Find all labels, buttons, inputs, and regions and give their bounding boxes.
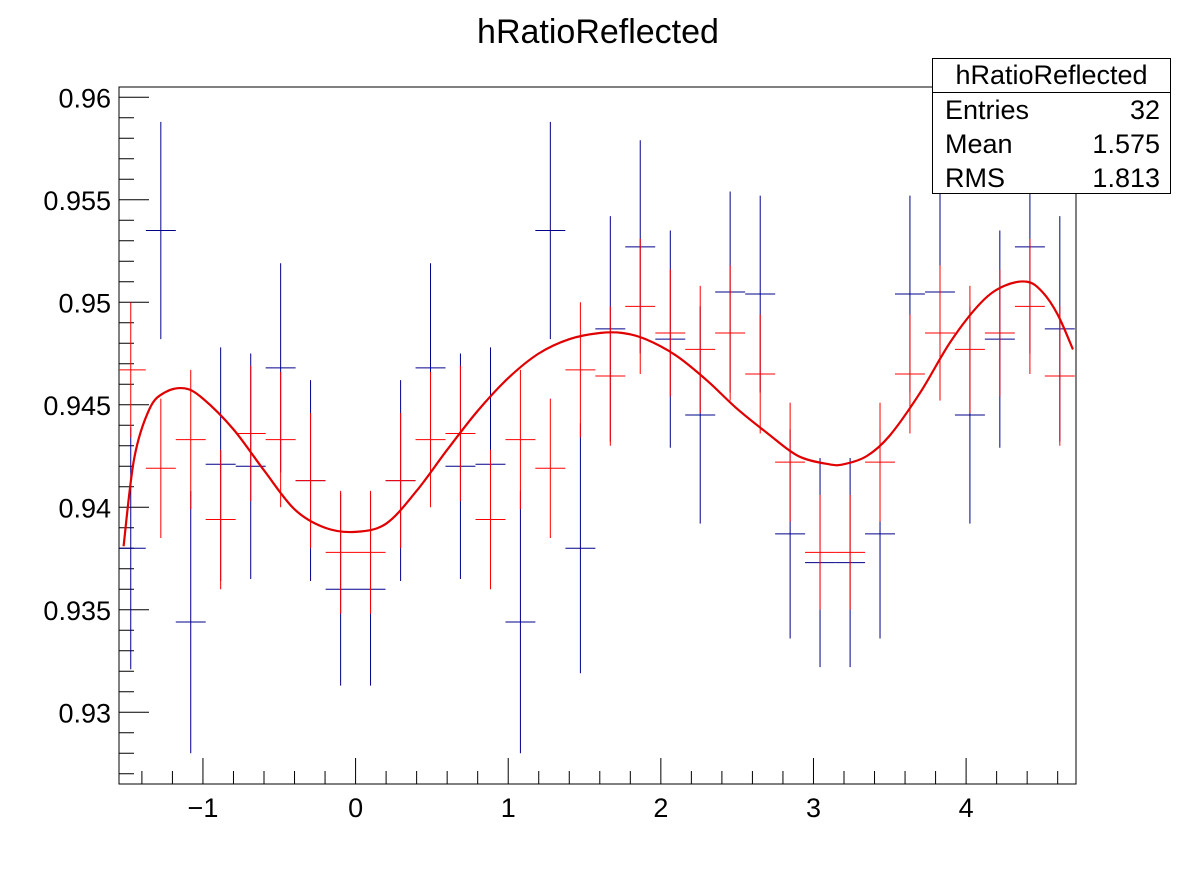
data-point [655, 269, 686, 397]
data-point [685, 285, 716, 413]
y-tick-label: 0.94 [58, 493, 111, 523]
data-point [295, 412, 326, 549]
data-point [475, 449, 506, 590]
data-point [595, 306, 626, 446]
stats-label: RMS [945, 163, 1005, 193]
data-point [415, 371, 446, 508]
x-axis: −1 0 1 2 3 4 [141, 758, 1059, 823]
stats-value: 32 [1129, 95, 1160, 125]
data-point [984, 269, 1015, 397]
y-tick-label: 0.935 [43, 596, 111, 626]
data-point [505, 369, 536, 510]
data-point [805, 494, 836, 610]
y-tick-label: 0.93 [58, 698, 111, 728]
data-point [385, 412, 416, 549]
stats-label: Mean [945, 129, 1013, 159]
data-point [145, 398, 176, 538]
data-point [205, 449, 236, 590]
data-point [175, 490, 206, 754]
data-point [565, 423, 596, 674]
x-tick-label: 3 [806, 793, 821, 823]
data-point [355, 490, 386, 614]
fit-curve [122, 280, 1074, 547]
series-blue [119, 121, 1075, 754]
data-point [505, 490, 536, 754]
data-point [119, 427, 146, 670]
data-point [625, 238, 656, 374]
data-point [1014, 238, 1045, 374]
data-point [535, 398, 566, 538]
fit-function [122, 280, 1074, 547]
stats-value: 1.575 [1092, 129, 1160, 159]
data-point [565, 302, 596, 438]
data-point [745, 314, 776, 434]
plot-frame [118, 86, 1077, 785]
y-tick-label: 0.95 [58, 288, 111, 318]
data-point [325, 490, 356, 614]
x-tick-label: 0 [348, 793, 363, 823]
data-point [265, 371, 296, 508]
data-point [894, 314, 925, 434]
y-tick-label: 0.945 [43, 391, 111, 421]
stats-row-mean: Mean 1.575 [933, 127, 1170, 161]
data-point [954, 285, 985, 413]
chart-title: hRatioReflected [477, 13, 719, 51]
series-red [119, 238, 1075, 614]
data-series [119, 121, 1075, 754]
stats-box: hRatioReflected Entries 32 Mean 1.575 RM… [932, 58, 1171, 194]
stats-row-rms: RMS 1.813 [933, 161, 1170, 195]
data-point [235, 365, 266, 502]
y-tick-label: 0.955 [43, 186, 111, 216]
data-point [925, 265, 955, 401]
data-point [175, 369, 206, 510]
stats-title: hRatioReflected [933, 59, 1170, 93]
data-point [865, 402, 896, 522]
data-point [715, 265, 746, 401]
stats-row-entries: Entries 32 [933, 93, 1170, 127]
data-point [1044, 306, 1075, 446]
x-tick-label: 2 [653, 793, 668, 823]
data-point [145, 121, 176, 340]
stats-value: 1.813 [1092, 163, 1160, 193]
x-tick-label: −1 [188, 793, 219, 823]
data-point [119, 302, 146, 438]
data-point [775, 402, 806, 522]
y-axis: 0.93 0.935 0.94 0.945 0.95 0.955 0.96 [43, 83, 149, 775]
stats-label: Entries [945, 95, 1030, 125]
x-tick-label: 1 [501, 793, 516, 823]
data-point [535, 121, 566, 340]
data-point [835, 494, 866, 610]
y-tick-label: 0.96 [58, 83, 111, 113]
x-tick-label: 4 [959, 793, 974, 823]
